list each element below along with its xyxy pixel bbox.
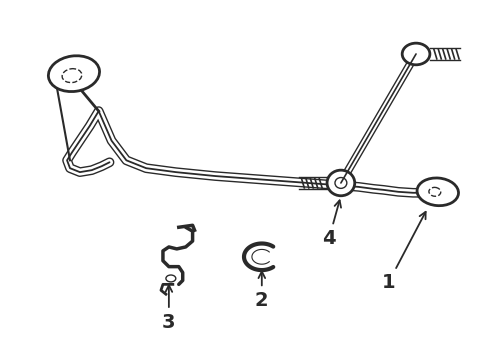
Text: 1: 1 [382,212,426,292]
Ellipse shape [402,43,430,65]
Ellipse shape [417,178,459,206]
Ellipse shape [327,170,355,196]
Text: 2: 2 [255,271,269,310]
Ellipse shape [49,56,99,91]
Text: 4: 4 [322,201,341,248]
Text: 3: 3 [162,285,175,332]
